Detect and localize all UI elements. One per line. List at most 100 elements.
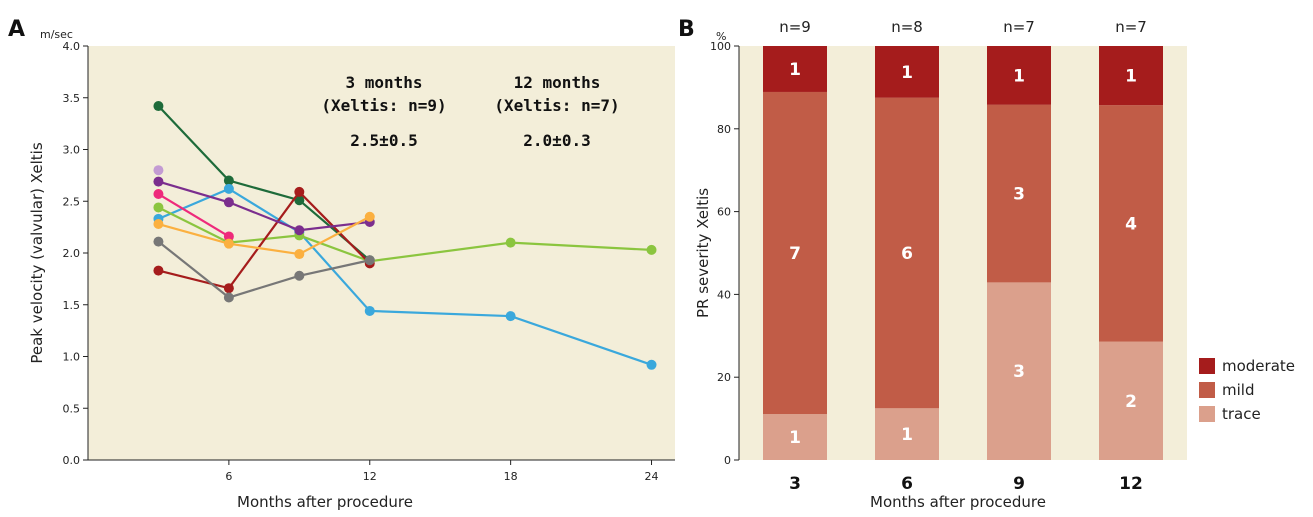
panel-a-y-tick-label: 1.5 bbox=[63, 299, 81, 312]
data-point bbox=[505, 237, 516, 248]
bar-segment-moderate bbox=[875, 46, 939, 98]
panel-a-y-tick-label: 3.5 bbox=[63, 92, 81, 105]
data-point bbox=[223, 292, 234, 303]
category-label: 12 bbox=[1119, 474, 1143, 494]
bar-segment-label: 1 bbox=[901, 63, 913, 83]
panel-a-y-tick-label: 3.0 bbox=[63, 144, 81, 157]
bar-segment-label: 3 bbox=[1013, 185, 1025, 205]
bar-segment-label: 2 bbox=[1125, 392, 1137, 412]
panel-a-x-tick-label: 24 bbox=[645, 470, 659, 483]
panel-b-y-tick-label: 100 bbox=[710, 40, 731, 53]
data-point bbox=[364, 305, 375, 316]
data-point bbox=[364, 255, 375, 266]
panel-b-y-tick-label: 80 bbox=[717, 123, 731, 136]
panel-a-x-tick-label: 18 bbox=[504, 470, 518, 483]
legend-item-mild: mild bbox=[1199, 381, 1254, 399]
annotation-12-months-n: (Xeltis: n=7) bbox=[494, 96, 619, 115]
panel-b-letter: B bbox=[678, 17, 695, 42]
panel-a-series-5 bbox=[153, 176, 375, 236]
data-point bbox=[223, 238, 234, 249]
data-point bbox=[153, 202, 164, 213]
panel-a-series bbox=[153, 101, 657, 370]
data-point bbox=[223, 231, 234, 242]
legend-label: moderate bbox=[1222, 357, 1295, 375]
bar-segment-moderate bbox=[987, 46, 1051, 105]
data-point bbox=[294, 186, 305, 197]
data-point bbox=[505, 311, 516, 322]
series-line bbox=[158, 190, 371, 290]
series-line bbox=[158, 187, 652, 366]
panel-a-y-tick-label: 2.5 bbox=[63, 195, 81, 208]
category-label: 9 bbox=[1013, 474, 1025, 494]
bar-segment-label: 1 bbox=[1125, 67, 1137, 87]
data-point bbox=[153, 189, 164, 200]
data-point bbox=[223, 283, 234, 294]
data-point bbox=[153, 165, 164, 176]
bar-segment-label: 1 bbox=[789, 428, 801, 448]
data-point bbox=[646, 244, 657, 255]
data-point bbox=[294, 270, 305, 281]
series-line bbox=[157, 105, 371, 262]
bar-segment-label: 3 bbox=[1013, 362, 1025, 382]
panel-a-x-tick-label: 6 bbox=[225, 470, 232, 483]
annotation-3-months-value: 2.5±0.5 bbox=[350, 131, 417, 150]
panel-a: A m/sec 0.0 0.5 1.0 1.5 2.0 2.5 3.0 3.5 4.0 6 12 1… bbox=[8, 17, 675, 511]
n-label: n=9 bbox=[779, 18, 811, 36]
panel-a-series-8 bbox=[153, 236, 375, 303]
annotation-3-months-n: (Xeltis: n=9) bbox=[321, 96, 446, 115]
data-point bbox=[153, 176, 164, 187]
bar-segment-trace bbox=[875, 408, 939, 460]
panel-b-y-axis-title: PR severity Xeltis bbox=[694, 188, 712, 318]
panel-a-x-axis-title: Months after procedure bbox=[237, 493, 413, 511]
panel-a-y-unit: m/sec bbox=[40, 28, 73, 41]
panel-b-y-tick-label: 40 bbox=[717, 288, 731, 301]
category-label: 3 bbox=[789, 474, 801, 494]
data-point bbox=[294, 225, 305, 236]
panel-b-y-tick-label: 0 bbox=[724, 454, 731, 467]
panel-a-y-axis-title: Peak velocity (valvular) Xeltis bbox=[28, 142, 46, 363]
data-point bbox=[294, 195, 305, 206]
bar-month-12: 2 4 1 bbox=[1099, 46, 1163, 460]
series-line bbox=[158, 180, 370, 232]
n-label: n=7 bbox=[1003, 18, 1035, 36]
bar-segment-mild bbox=[1099, 105, 1163, 342]
data-point bbox=[153, 265, 164, 276]
panel-a-x-tick-label: 12 bbox=[363, 470, 377, 483]
data-point bbox=[153, 101, 164, 112]
data-point bbox=[364, 211, 375, 222]
bar-segment-label: 6 bbox=[901, 244, 913, 264]
data-point bbox=[153, 236, 164, 247]
bar-month-6: 1 6 1 bbox=[875, 46, 939, 460]
series-line bbox=[157, 206, 652, 263]
data-point bbox=[223, 197, 234, 208]
bar-segment-trace bbox=[763, 414, 827, 460]
legend-swatch bbox=[1199, 406, 1215, 422]
annotation-12-months-title: 12 months bbox=[514, 73, 601, 92]
panel-a-series-7 bbox=[153, 211, 375, 260]
series-line bbox=[157, 193, 230, 238]
bar-segment-mild bbox=[987, 104, 1051, 283]
data-point bbox=[294, 249, 305, 260]
annotation-3-months-title: 3 months bbox=[345, 73, 422, 92]
panel-a-y-tick-label: 4.0 bbox=[63, 40, 81, 53]
panel-a-series-6 bbox=[153, 189, 234, 242]
legend-item-moderate: moderate bbox=[1199, 357, 1295, 375]
panel-b-category-labels: 3 6 9 12 bbox=[789, 474, 1143, 494]
data-point bbox=[153, 219, 164, 230]
bar-month-3: 1 7 1 bbox=[763, 46, 827, 460]
bar-month-9: 3 3 1 bbox=[987, 46, 1051, 460]
data-point bbox=[223, 183, 234, 194]
panel-b-y-tick-label: 60 bbox=[717, 206, 731, 219]
bar-segment-label: 1 bbox=[901, 425, 913, 445]
bar-segment-label: 7 bbox=[789, 244, 801, 264]
bar-segment-label: 1 bbox=[1013, 66, 1025, 86]
data-point bbox=[646, 359, 657, 370]
bar-segment-label: 4 bbox=[1125, 214, 1137, 234]
data-point bbox=[223, 175, 234, 186]
panel-b-x-axis-title: Months after procedure bbox=[870, 493, 1046, 511]
panel-a-plot-area bbox=[88, 46, 675, 460]
bar-segment-moderate bbox=[763, 46, 827, 92]
panel-a-y-tick-label: 2.0 bbox=[63, 247, 81, 260]
n-label: n=8 bbox=[891, 18, 923, 36]
